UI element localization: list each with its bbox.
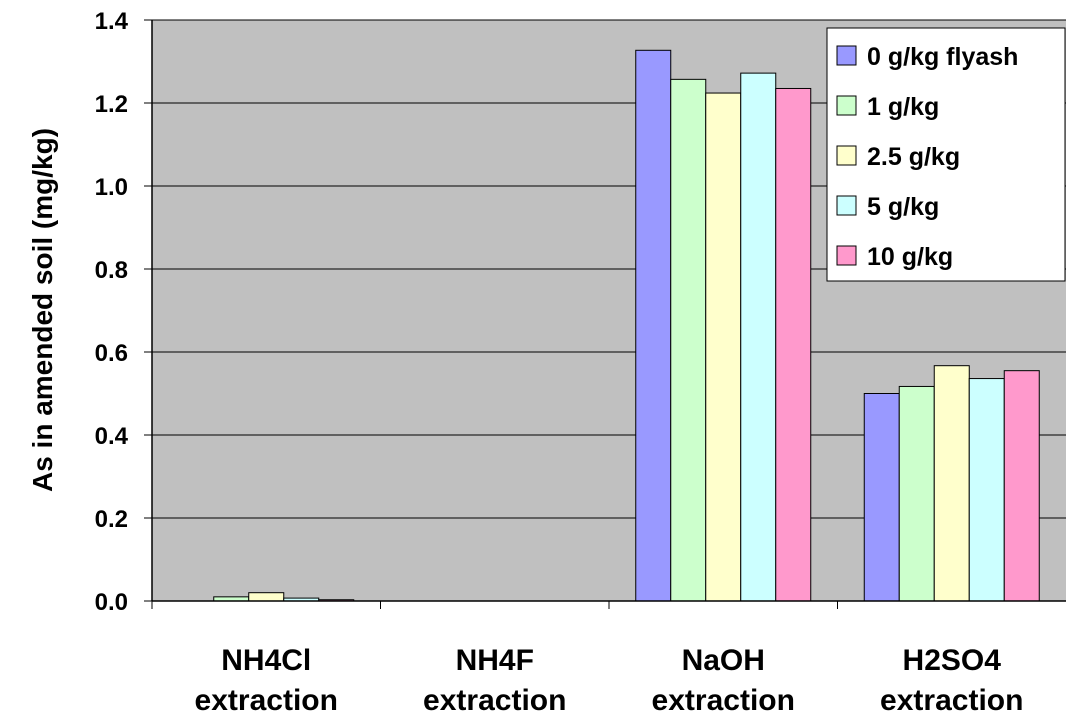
bar xyxy=(1003,370,1040,602)
y-tick-label: 0.8 xyxy=(95,257,128,284)
y-tick-labels: 0.0 0.2 0.4 0.6 0.8 1.0 1.2 1.4 xyxy=(95,8,129,616)
bar xyxy=(933,365,970,602)
category-labels: NH4Cl extraction NH4F extraction NaOH extract… xyxy=(195,644,1024,717)
legend-label: 2.5 g/kg xyxy=(867,143,960,171)
legend-swatch xyxy=(836,45,857,66)
legend-label: 5 g/kg xyxy=(867,193,939,221)
bar xyxy=(248,592,285,602)
y-axis-title: As in amended soil (mg/kg) xyxy=(27,128,58,492)
bar xyxy=(968,378,1005,602)
legend-label: 1 g/kg xyxy=(867,93,939,121)
y-tick-label: 0.0 xyxy=(95,589,128,616)
category-label: extraction xyxy=(652,684,795,717)
bars xyxy=(213,49,1040,602)
bar xyxy=(740,72,777,602)
bar xyxy=(898,385,935,602)
y-tick-label: 0.6 xyxy=(95,340,128,367)
bar xyxy=(705,92,742,602)
category-label: extraction xyxy=(423,684,566,717)
y-tick-label: 1.0 xyxy=(95,174,128,201)
category-label: extraction xyxy=(195,684,338,717)
y-tick-label: 0.4 xyxy=(95,423,129,450)
y-tick-label: 0.2 xyxy=(95,506,128,533)
legend-swatch xyxy=(836,145,857,166)
legend-box xyxy=(826,27,1066,282)
legend-swatch xyxy=(836,195,857,216)
category-label: NH4Cl xyxy=(221,644,311,677)
category-label: extraction xyxy=(880,684,1023,717)
legend-swatch xyxy=(836,95,857,116)
legend: 0 g/kg flyash 1 g/kg 2.5 g/kg 5 g/kg 10 g/kg xyxy=(826,27,1066,282)
category-label: NaOH xyxy=(682,644,765,677)
bar xyxy=(775,87,812,602)
category-label: H2SO4 xyxy=(903,644,1002,677)
category-label: NH4F xyxy=(456,644,534,677)
legend-label: 0 g/kg flyash xyxy=(867,43,1018,71)
legend-swatch xyxy=(836,245,857,266)
y-tick-label: 1.4 xyxy=(95,8,129,35)
bar xyxy=(670,78,707,602)
y-tick-label: 1.2 xyxy=(95,91,128,118)
bar xyxy=(863,393,900,602)
axes xyxy=(144,19,1066,609)
legend-label: 10 g/kg xyxy=(867,243,953,271)
bar xyxy=(635,49,672,602)
